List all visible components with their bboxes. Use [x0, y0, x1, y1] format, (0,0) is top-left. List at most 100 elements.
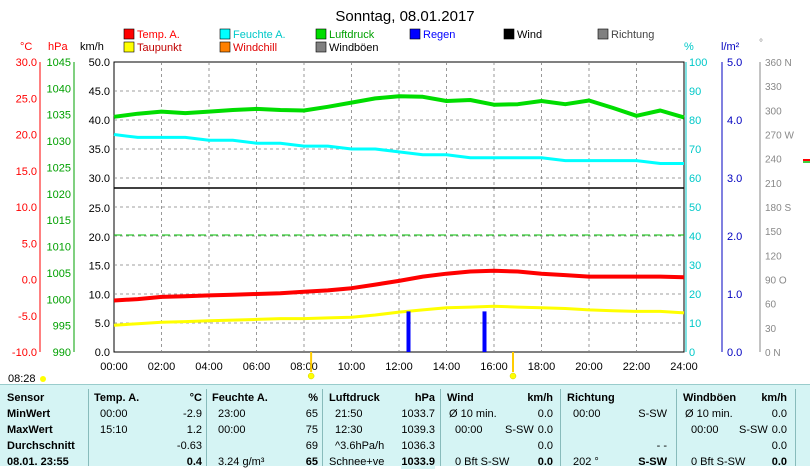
x-tick-label: 14:00 — [433, 361, 461, 373]
x-tick-label: 08:00 — [290, 361, 318, 373]
humidity-tick-label: 20 — [689, 289, 701, 301]
weather-chart: Sonntag, 08.01.2017 Temp. A. Feuchte A. Lu… — [8, 8, 810, 384]
humidity-tick-label: 80 — [689, 115, 701, 127]
gust-current-value: 0.0 — [771, 456, 787, 468]
temp-tick-label: 5.0 — [22, 238, 37, 250]
wind-avg-value: 0.0 — [537, 440, 553, 452]
row-label: 08.01. 23:55 — [7, 456, 69, 468]
header-pressure: Luftdruck — [329, 392, 380, 404]
row-label: Durchschnitt — [7, 440, 75, 452]
chart-title: Sonntag, 08.01.2017 — [335, 8, 474, 25]
direction-tick-label: 120 — [765, 251, 782, 262]
dir-degrees: 202 ° — [573, 456, 599, 468]
gust-min-label: Ø 10 min. — [685, 408, 733, 420]
stats-col-direction: Richtung 00:00 S-SW - - 202 ° S-SW — [567, 385, 671, 468]
temp-min-value: -2.9 — [183, 408, 202, 420]
temp-max-time: 15:10 — [100, 424, 128, 436]
humidity-tick-label: 60 — [689, 173, 701, 185]
series-line-feuchte-a- — [113, 133, 684, 165]
direction-tick-label: 300 — [765, 106, 782, 117]
press-forecast: Schnee+ve — [329, 456, 385, 468]
wind-min-value: 0.0 — [537, 408, 553, 420]
direction-tick-label: 150 — [765, 227, 782, 238]
gust-min-value: 0.0 — [771, 408, 787, 420]
wind-tick-label: 35.0 — [89, 144, 110, 156]
x-tick-label: 20:00 — [575, 361, 603, 373]
x-tick-label: 00:00 — [100, 361, 128, 373]
humidity-axis-unit: % — [684, 41, 694, 53]
humidity-tick-label: 50 — [689, 202, 701, 214]
temp-tick-label: 15.0 — [16, 166, 37, 178]
temp-tick-label: -5.0 — [18, 311, 37, 323]
wind-tick-label: 30.0 — [89, 173, 110, 185]
stats-col-wind: Wind km/h Ø 10 min. 0.0 00:00 S-SW 0.0 0.0 … — [447, 385, 557, 468]
press-current-value: 1033.9 — [401, 455, 435, 469]
rain-axis-unit: l/m² — [721, 41, 740, 53]
temp-min-time: 00:00 — [100, 408, 128, 420]
wind-tick-label: 25.0 — [89, 203, 110, 215]
temp-tick-label: -10.0 — [12, 347, 37, 359]
pressure-tick-label: 1025 — [47, 162, 71, 174]
legend-label: Richtung — [611, 29, 654, 41]
header-temp: Temp. A. — [94, 392, 140, 404]
humidity-tick-label: 70 — [689, 144, 701, 156]
humidity-tick-label: 30 — [689, 260, 701, 272]
header-pressure-unit: hPa — [414, 392, 435, 404]
row-label: MinWert — [7, 408, 51, 420]
direction-tick-label: 270 W — [765, 131, 794, 142]
temp-current-value: 0.4 — [186, 456, 202, 468]
sunrise-label: 08:28 — [8, 373, 36, 384]
rain-tick-label: 3.0 — [727, 173, 742, 185]
direction-tick-label: 0 N — [765, 348, 781, 359]
x-tick-label: 06:00 — [243, 361, 271, 373]
pressure-tick-label: 1020 — [47, 189, 71, 201]
pressure-tick-label: 1015 — [47, 215, 71, 227]
x-tick-label: 18:00 — [528, 361, 556, 373]
header-sensor: Sensor — [7, 392, 45, 404]
stats-panel: Sensor MinWert MaxWert Durchschnitt 08.0… — [0, 384, 810, 469]
pressure-tick-label: 1030 — [47, 136, 71, 148]
wind-min-label: Ø 10 min. — [449, 408, 497, 420]
direction-tick-label: 240 — [765, 155, 782, 166]
pressure-tick-label: 1000 — [47, 294, 71, 306]
rain-tick-label: 5.0 — [727, 57, 742, 69]
press-min-time: 21:50 — [335, 408, 363, 420]
temp-axis-unit: °C — [20, 41, 32, 53]
temp-tick-label: 25.0 — [16, 93, 37, 105]
hum-abs-value: 3.24 g/m³ — [218, 456, 265, 468]
dir-current-value: S-SW — [638, 456, 667, 468]
gust-max-value: 0.0 — [771, 424, 787, 436]
temp-tick-label: 10.0 — [16, 202, 37, 214]
gust-bft: 0 Bft S-SW — [691, 456, 746, 468]
direction-tick-label: 90 O — [765, 276, 787, 287]
dir-min-time: 00:00 — [573, 408, 601, 420]
legend-label: Temp. A. — [137, 29, 180, 41]
rain-bar — [406, 311, 411, 352]
axes: 30.0 25.0 20.0 15.0 10.0 5.0 0.0 -5.0 -10.0 1045 1… — [8, 57, 810, 384]
wind-tick-label: 10.0 — [89, 289, 110, 301]
gust-max-dir: S-SW — [739, 424, 768, 436]
wind-tick-label: 0.0 — [95, 347, 110, 359]
stats-col-pressure: Luftdruck hPa 21:50 1033.7 12:30 1039.3 ^3… — [329, 385, 435, 469]
hum-min-value: 65 — [305, 408, 318, 420]
pressure-tick-label: 1035 — [47, 110, 71, 122]
legend-swatch — [315, 28, 327, 40]
pressure-tick-label: 1005 — [47, 268, 71, 280]
header-wind-unit: km/h — [527, 392, 553, 404]
header-humidity: Feuchte A. — [212, 392, 268, 404]
direction-tick-label: 60 — [765, 300, 777, 311]
legend-label: Feuchte A. — [233, 29, 286, 41]
stats-col-gust: Windböen km/h Ø 10 min. 0.0 00:00 S-SW 0.0 … — [683, 385, 791, 468]
x-tick-label: 10:00 — [338, 361, 366, 373]
sun-marker — [509, 372, 517, 380]
direction-tick-label: 360 N — [765, 58, 792, 69]
stats-col-sensor: Sensor MinWert MaxWert Durchschnitt 08.0… — [7, 385, 87, 468]
hum-current-value: 65 — [305, 456, 318, 468]
pressure-tick-label: 995 — [53, 321, 71, 333]
rain-bar — [482, 311, 487, 352]
pressure-axis-unit: hPa — [48, 41, 68, 53]
x-tick-label: 02:00 — [148, 361, 176, 373]
wind-tick-label: 50.0 — [89, 57, 110, 69]
hum-min-time: 23:00 — [218, 408, 246, 420]
rain-tick-label: 4.0 — [727, 115, 742, 127]
